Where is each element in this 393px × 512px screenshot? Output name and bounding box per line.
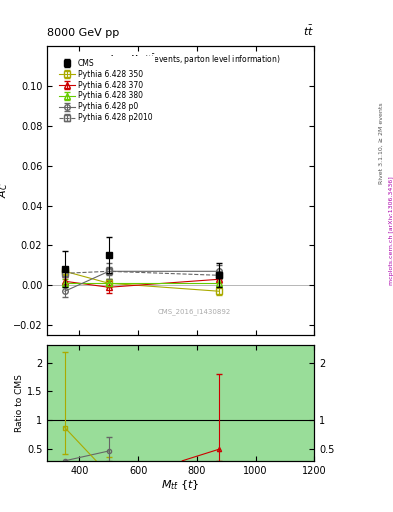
Text: $t\bar{t}$: $t\bar{t}$ bbox=[303, 24, 314, 38]
Text: CMS_2016_I1430892: CMS_2016_I1430892 bbox=[158, 309, 231, 315]
Y-axis label: $A_C$: $A_C$ bbox=[0, 183, 10, 198]
Text: $A_C$ vs $M_{t\bar{t}}$ ($t\bar{t}$events, parton level information): $A_C$ vs $M_{t\bar{t}}$ ($t\bar{t}$event… bbox=[108, 52, 280, 67]
Text: Rivet 3.1.10, ≥ 2M events: Rivet 3.1.10, ≥ 2M events bbox=[379, 102, 384, 184]
Y-axis label: Ratio to CMS: Ratio to CMS bbox=[15, 374, 24, 432]
Text: mcplots.cern.ch [arXiv:1306.3436]: mcplots.cern.ch [arXiv:1306.3436] bbox=[389, 176, 393, 285]
Legend: CMS, Pythia 6.428 350, Pythia 6.428 370, Pythia 6.428 380, Pythia 6.428 p0, Pyth: CMS, Pythia 6.428 350, Pythia 6.428 370,… bbox=[56, 56, 155, 125]
Text: 8000 GeV pp: 8000 GeV pp bbox=[47, 28, 119, 38]
X-axis label: $M_{t\bar{t}}$ $\{t\}$: $M_{t\bar{t}}$ $\{t\}$ bbox=[162, 478, 200, 492]
